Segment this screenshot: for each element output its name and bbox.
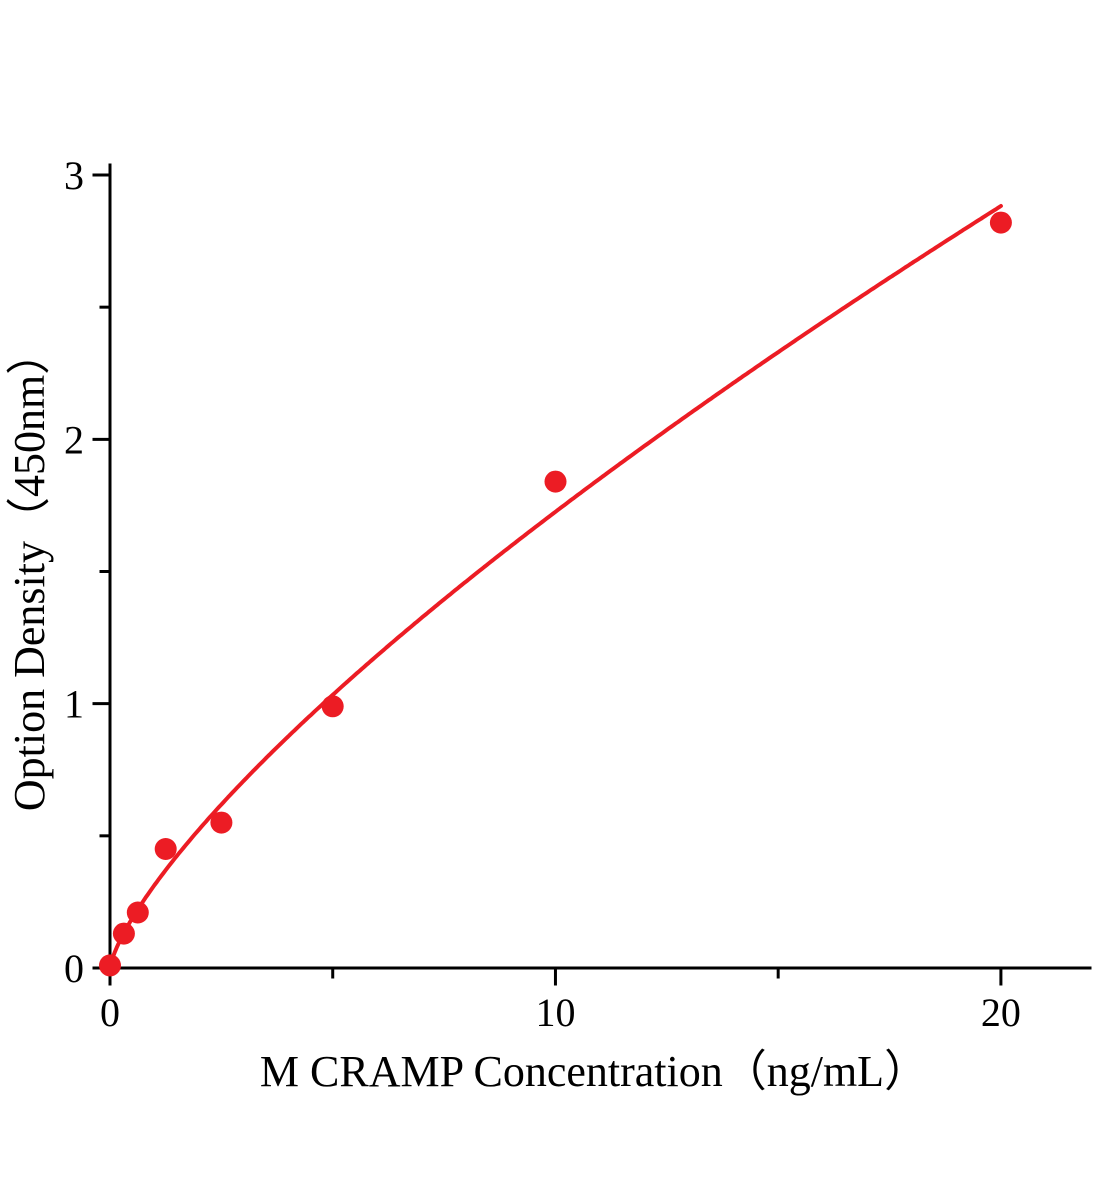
fit-curve [108, 204, 1003, 970]
y-tick-label: 1 [64, 682, 84, 727]
plot-area: 0 10 20 0 1 2 3 [64, 153, 1092, 1035]
data-point [989, 211, 1012, 234]
data-point [321, 695, 344, 718]
y-axis-title: Option Density（450nm） [5, 331, 54, 811]
x-axis-title: M CRAMP Concentration（ng/mL） [260, 1047, 928, 1096]
data-point [126, 901, 149, 924]
data-point [544, 470, 567, 493]
y-tick-label: 2 [64, 417, 84, 462]
y-tick-label: 3 [64, 153, 84, 198]
y-tick-label: 0 [64, 946, 84, 991]
data-point [99, 954, 121, 977]
x-tick-label: 0 [100, 990, 120, 1035]
x-tick-label: 20 [981, 990, 1021, 1035]
data-point [154, 838, 177, 860]
data-point [112, 922, 135, 945]
x-tick-label: 10 [535, 990, 575, 1035]
data-point [210, 811, 233, 834]
